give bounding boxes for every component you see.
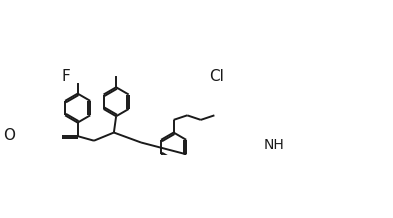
Text: F: F: [61, 69, 70, 84]
Text: O: O: [3, 128, 15, 143]
Text: Cl: Cl: [209, 69, 224, 84]
Text: NH: NH: [263, 138, 284, 152]
